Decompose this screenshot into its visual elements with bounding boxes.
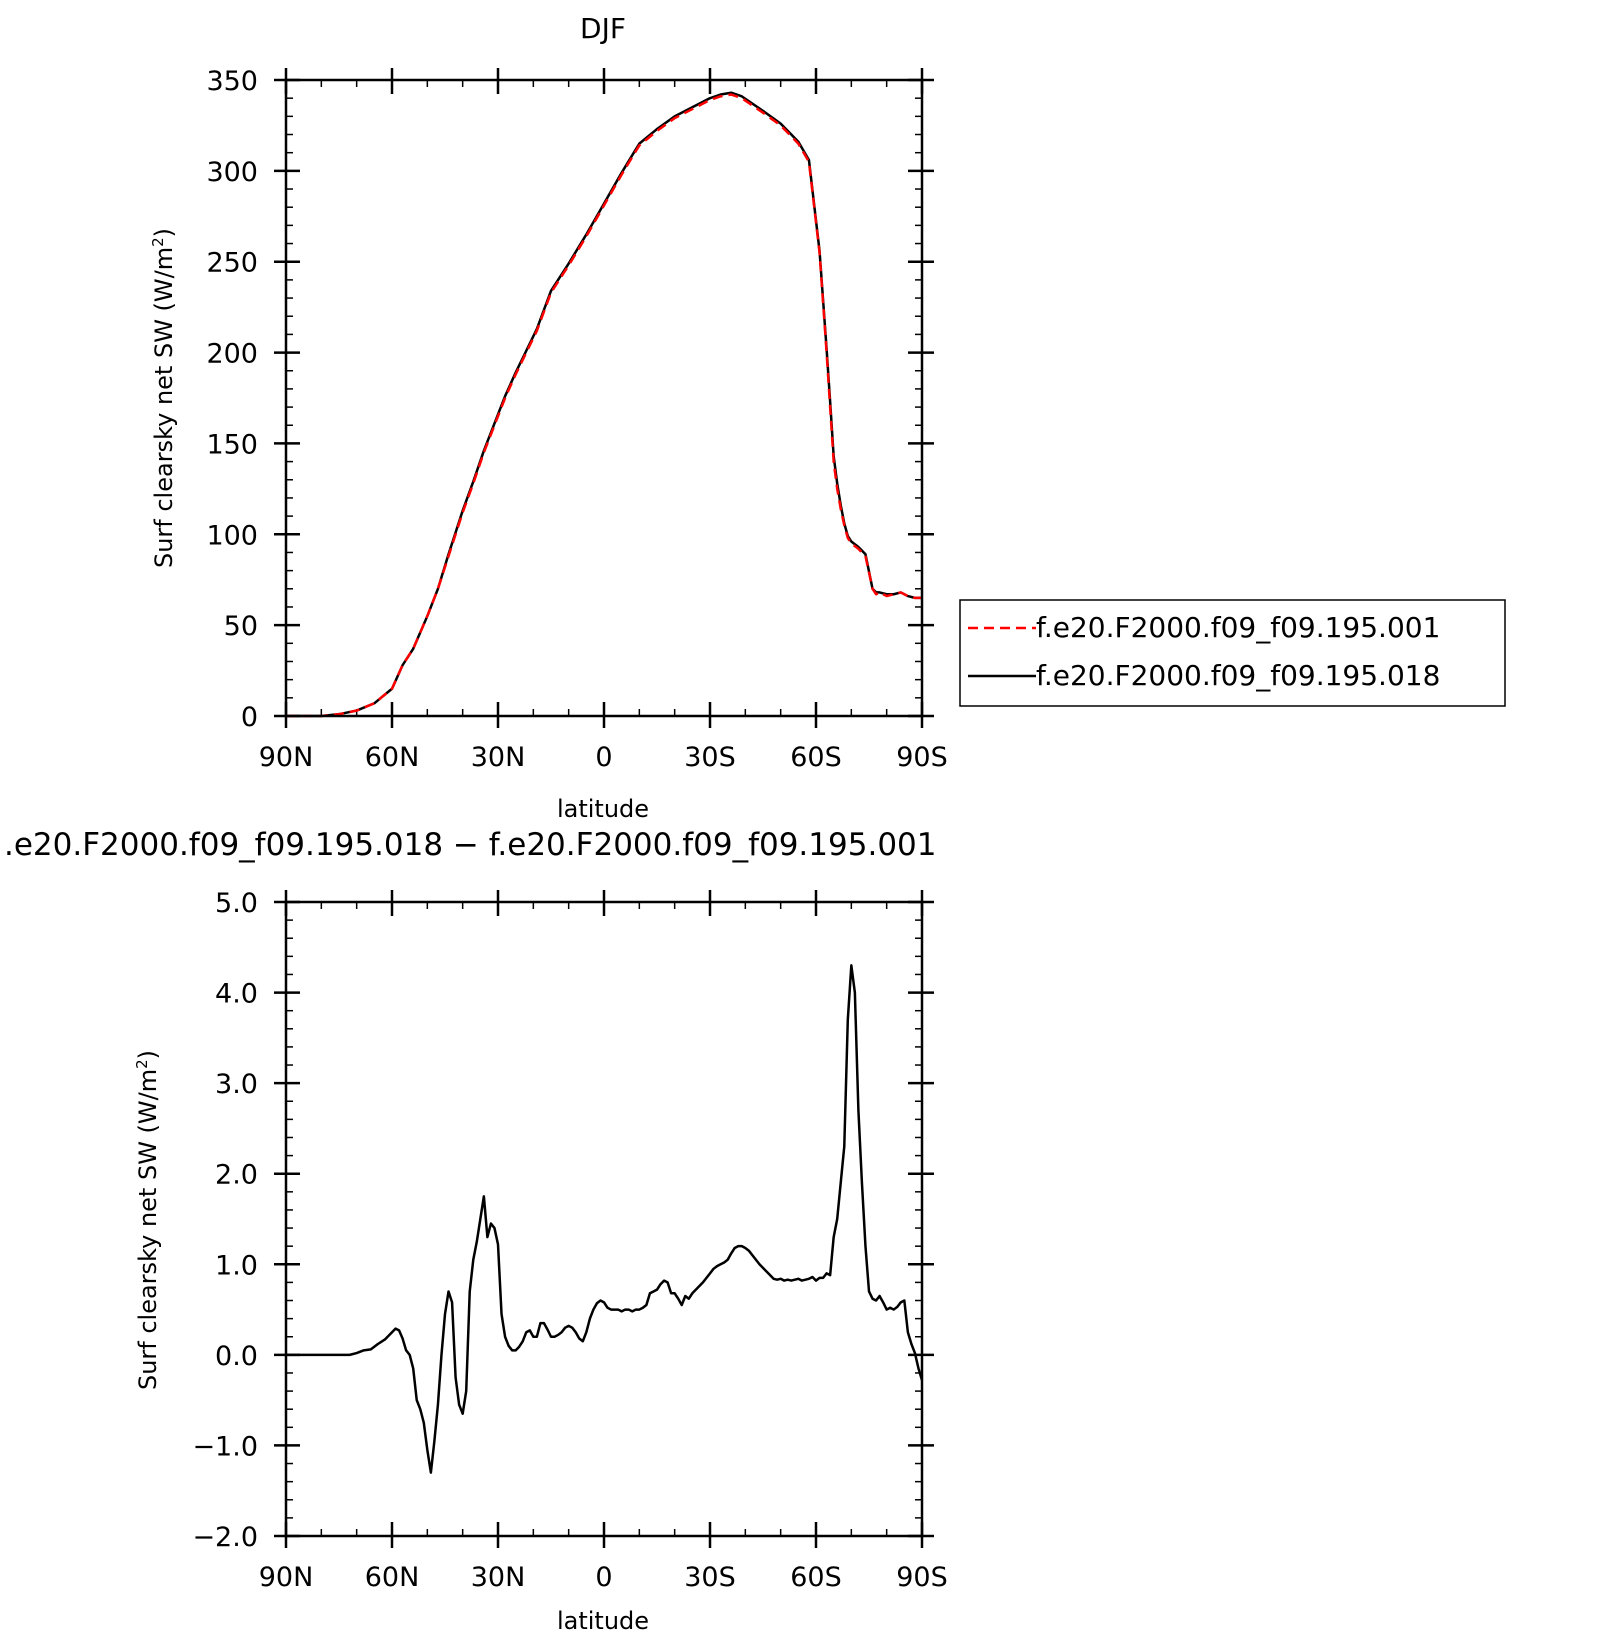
top-x-tick-label: 60N bbox=[365, 742, 420, 773]
top-x-tick-label: 30N bbox=[471, 742, 526, 773]
bottom-x-tick-label: 90S bbox=[896, 1562, 948, 1593]
bottom-tick-labels: 90N 60N 30N 0 30S 60S 90S −2.0 −1.0 0.0 1.0 2.0 3.0 4… bbox=[192, 888, 947, 1593]
top-x-tick-label: 30S bbox=[684, 742, 736, 773]
top-y-tick-label: 100 bbox=[206, 520, 258, 551]
bottom-y-axis-label: Surf clearsky net SW (W/m2) bbox=[133, 1050, 162, 1390]
top-series-line-1 bbox=[286, 93, 922, 718]
bottom-y-axis-label-text: Surf clearsky net SW (W/m bbox=[134, 1069, 162, 1390]
bottom-y-tick-label: 5.0 bbox=[215, 888, 258, 919]
top-y-tick-label: 50 bbox=[224, 611, 258, 642]
top-series-line-2 bbox=[286, 91, 922, 718]
legend: f.e20.F2000.f09_f09.195.001 f.e20.F2000.… bbox=[959, 599, 1506, 707]
top-axis-ticks bbox=[274, 68, 934, 728]
bottom-axis-ticks bbox=[274, 890, 934, 1548]
top-x-tick-label: 90N bbox=[259, 742, 314, 773]
bottom-chart-title: .e20.F2000.f09_f09.195.018 − f.e20.F2000… bbox=[4, 827, 936, 863]
top-plot-frame bbox=[284, 78, 924, 718]
bottom-y-tick-label: −2.0 bbox=[192, 1522, 258, 1553]
top-y-tick-label: 200 bbox=[206, 339, 258, 370]
legend-label-series-2: f.e20.F2000.f09_f09.195.018 bbox=[1036, 659, 1440, 692]
top-y-axis-label-sup: 2 bbox=[149, 237, 167, 247]
bottom-panel: .e20.F2000.f09_f09.195.018 − f.e20.F2000… bbox=[4, 827, 948, 1635]
top-y-tick-label: 350 bbox=[206, 66, 258, 97]
bottom-x-tick-label: 0 bbox=[595, 1562, 612, 1593]
bottom-y-axis-label-close: ) bbox=[134, 1050, 162, 1059]
bottom-x-tick-label: 30N bbox=[471, 1562, 526, 1593]
top-y-tick-label: 300 bbox=[206, 157, 258, 188]
bottom-x-tick-label: 90N bbox=[259, 1562, 314, 1593]
bottom-y-tick-label: 2.0 bbox=[215, 1160, 258, 1191]
top-x-tick-label: 60S bbox=[790, 742, 842, 773]
top-y-tick-label: 150 bbox=[206, 429, 258, 460]
bottom-y-tick-label: 3.0 bbox=[215, 1069, 258, 1100]
bottom-y-tick-label: 1.0 bbox=[215, 1250, 258, 1281]
top-y-tick-label: 250 bbox=[206, 248, 258, 279]
top-y-axis-label: Surf clearsky net SW (W/m2) bbox=[149, 228, 178, 568]
top-panel: DJF 90N 60N 30N 0 30S 60S 90S 0 50 100 150 200 250 30… bbox=[149, 12, 1506, 823]
top-tick-labels: 90N 60N 30N 0 30S 60S 90S 0 50 100 150 200 250 300 350 bbox=[206, 66, 947, 773]
bottom-x-axis-label: latitude bbox=[557, 1607, 649, 1635]
bottom-plot-frame bbox=[284, 900, 924, 1538]
legend-box bbox=[959, 599, 1506, 707]
legend-label-series-1: f.e20.F2000.f09_f09.195.001 bbox=[1036, 611, 1440, 644]
bottom-series-lines bbox=[286, 964, 924, 1474]
top-series-lines bbox=[286, 91, 922, 718]
bottom-x-tick-label: 30S bbox=[684, 1562, 736, 1593]
top-x-tick-label: 90S bbox=[896, 742, 948, 773]
top-y-axis-label-text: Surf clearsky net SW (W/m bbox=[150, 247, 178, 568]
top-y-axis-label-close: ) bbox=[150, 228, 178, 237]
bottom-y-tick-label: −1.0 bbox=[192, 1431, 258, 1462]
bottom-y-tick-label: 4.0 bbox=[215, 979, 258, 1010]
top-x-axis-label: latitude bbox=[557, 795, 649, 823]
top-y-tick-label: 0 bbox=[241, 702, 258, 733]
top-chart-title: DJF bbox=[580, 12, 626, 45]
bottom-y-tick-label: 0.0 bbox=[215, 1341, 258, 1372]
top-x-tick-label: 0 bbox=[595, 742, 612, 773]
bottom-x-tick-label: 60S bbox=[790, 1562, 842, 1593]
bottom-y-axis-label-sup: 2 bbox=[133, 1059, 151, 1069]
bottom-x-tick-label: 60N bbox=[365, 1562, 420, 1593]
bottom-series-line-1 bbox=[286, 964, 924, 1474]
